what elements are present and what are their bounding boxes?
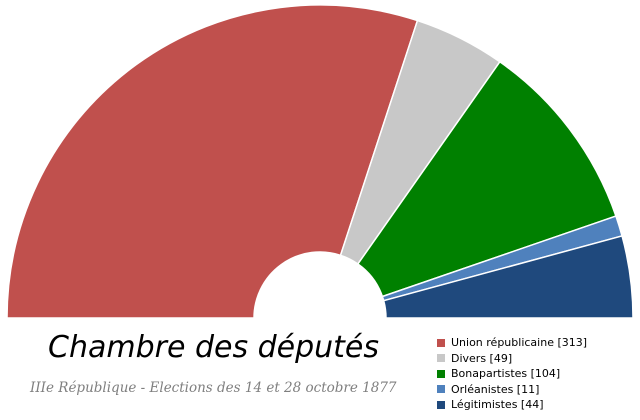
legend-swatch [437, 338, 445, 347]
legend-item-legitimistes: Légitimistes [44] [437, 397, 587, 413]
legend-item-divers: Divers [49] [437, 351, 587, 367]
chart-subtitle: IIIe République - Elections des 14 et 28… [30, 380, 397, 396]
legend-label: Divers [49] [451, 351, 513, 365]
legend-label: Union républicaine [313] [451, 336, 588, 350]
legend-swatch [437, 400, 445, 409]
legend-label: Légitimistes [44] [451, 398, 544, 412]
legend-swatch [437, 385, 445, 394]
legend-item-bonapartistes: Bonapartistes [104] [437, 366, 587, 382]
legend-item-union-republicaine: Union républicaine [313] [437, 335, 587, 351]
legend-label: Bonapartistes [104] [451, 367, 561, 381]
hemicycle-segment-0 [6, 4, 419, 319]
legend-swatch [437, 369, 445, 378]
hemicycle-segment-4 [382, 235, 634, 319]
chart-title: Chambre des députés [48, 330, 380, 365]
legend-item-orleanistes: Orléanistes [11] [437, 382, 587, 398]
legend-label: Orléanistes [11] [451, 382, 540, 396]
legend-swatch [437, 354, 445, 363]
legend: Union républicaine [313] Divers [49] Bon… [437, 335, 587, 413]
